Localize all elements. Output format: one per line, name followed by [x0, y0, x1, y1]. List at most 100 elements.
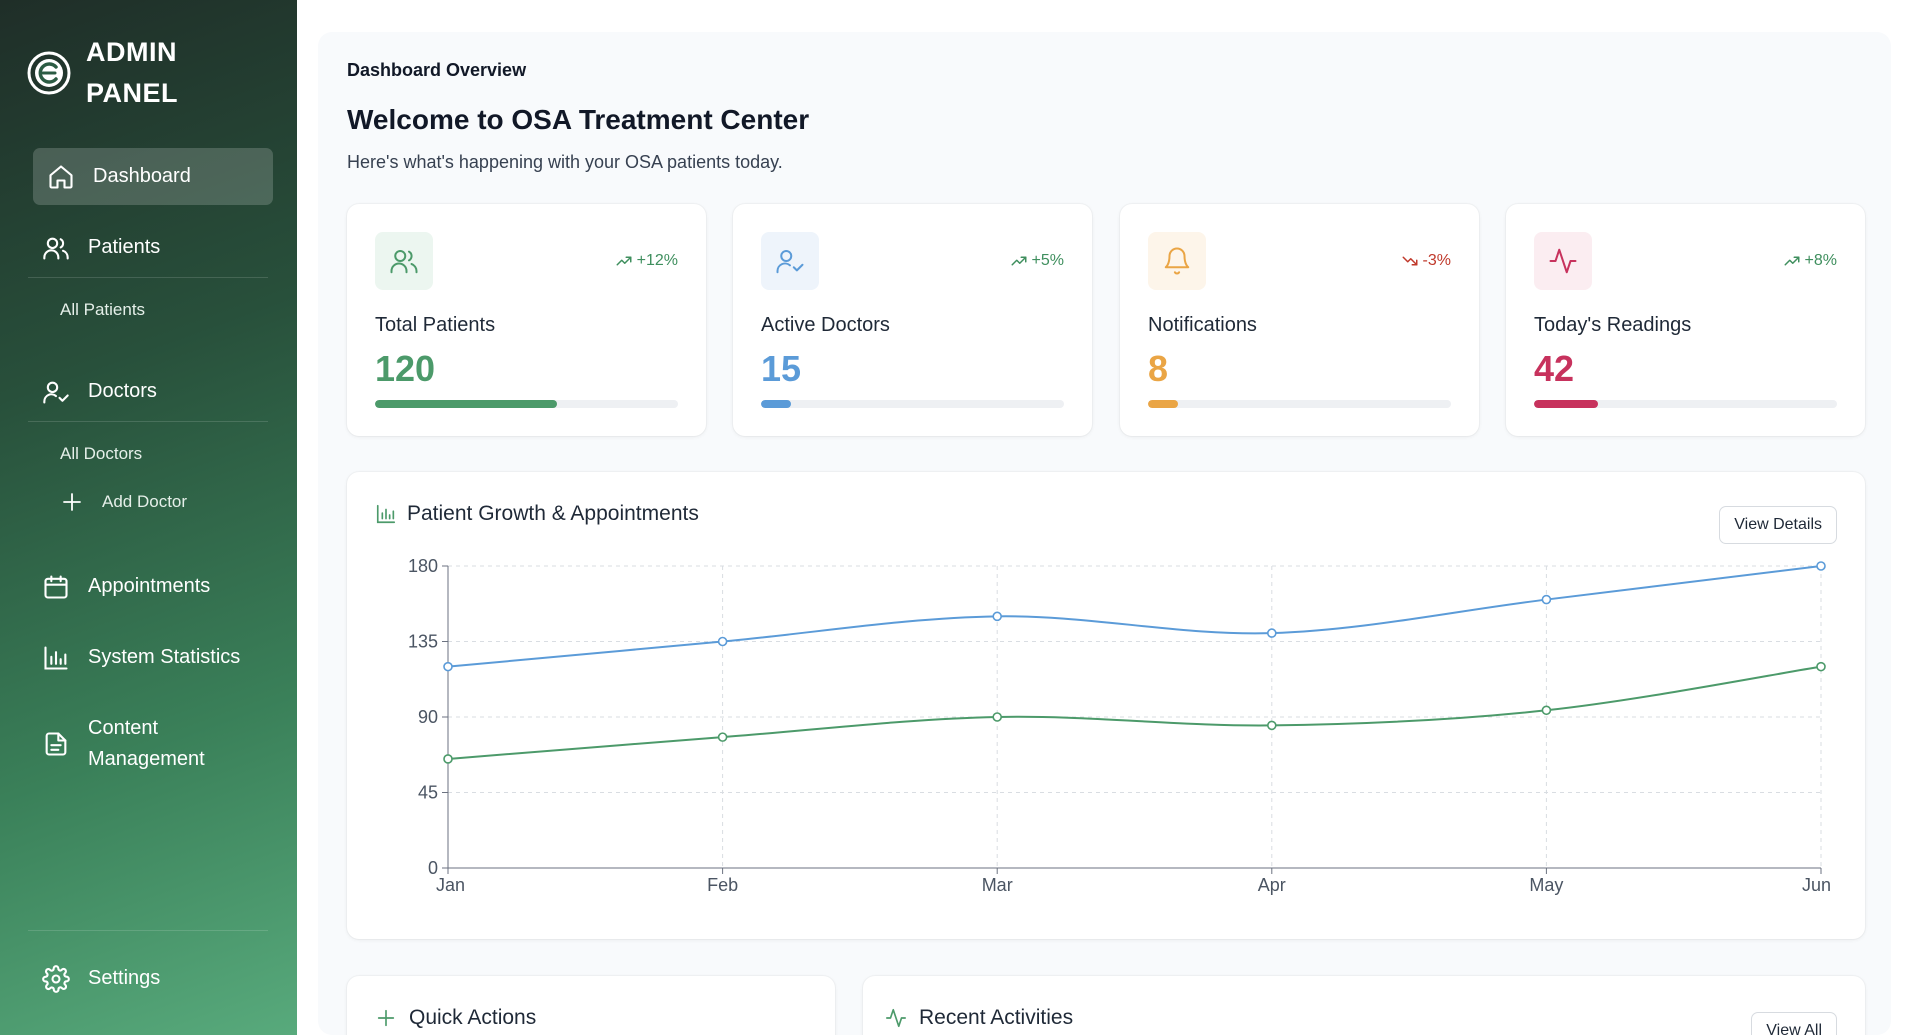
recent-activities-header: Recent Activities: [885, 1006, 1073, 1030]
data-point: [717, 636, 728, 647]
recent-activities-title: Recent Activities: [919, 1006, 1074, 1029]
divider: [28, 421, 268, 422]
card-icon-bg: [761, 232, 819, 290]
breadcrumb: Dashboard Overview: [347, 60, 527, 80]
data-point: [1541, 594, 1552, 605]
chart-title: Patient Growth & Appointments: [407, 502, 699, 525]
view-all-button[interactable]: View All: [1751, 1012, 1837, 1035]
nav-all-patients[interactable]: All Patients: [60, 300, 146, 319]
stat-card-total-patients[interactable]: +12% Total Patients 120: [347, 204, 706, 436]
page-subtitle: Here's what's happening with your OSA pa…: [347, 152, 783, 172]
trend-badge: +8%: [1783, 252, 1837, 270]
brand: ADMIN PANEL: [26, 32, 178, 114]
trend-badge: +5%: [1010, 252, 1064, 270]
data-point: [992, 712, 1003, 722]
user-check-icon: [43, 381, 69, 404]
bar-chart-icon: [44, 645, 68, 670]
data-point: [717, 732, 728, 742]
stat-card-notifications[interactable]: -3% Notifications 8: [1120, 204, 1479, 436]
nav-doctors[interactable]: Doctors: [28, 363, 268, 420]
series-line-1: [447, 565, 1822, 668]
trend-value: +12%: [636, 252, 678, 269]
activity-icon: [1549, 248, 1577, 274]
x-tick-label: Jun: [1802, 875, 1831, 895]
y-tick-label: 45: [418, 783, 438, 803]
nav-settings[interactable]: Settings: [28, 950, 268, 1007]
card-icon-bg: [1534, 232, 1592, 290]
nav-doctors-label: Doctors: [88, 380, 157, 402]
card-value: 15: [761, 348, 802, 389]
card-value: 8: [1148, 348, 1169, 389]
trending-up-icon: [616, 256, 632, 266]
brand-line-1: ADMIN: [86, 37, 177, 67]
nav-dashboard[interactable]: Dashboard: [33, 148, 273, 205]
users-icon: [43, 237, 69, 260]
nav-content-label-2: Management: [88, 748, 205, 770]
trend-badge: -3%: [1401, 252, 1451, 270]
progress-bar: [1534, 400, 1837, 408]
nav-all-doctors[interactable]: All Doctors: [60, 444, 143, 463]
nav-content-management[interactable]: Content Management: [28, 714, 268, 774]
nav-dashboard-label: Dashboard: [93, 165, 191, 187]
card-icon-bg: [375, 232, 433, 290]
nav-system-statistics-label: System Statistics: [88, 646, 241, 668]
data-point: [1541, 705, 1552, 716]
card-value: 120: [375, 348, 436, 389]
bell-icon: [1164, 247, 1190, 275]
calendar-icon: [44, 574, 68, 599]
quick-actions-header: Quick Actions: [375, 1006, 536, 1030]
y-tick-label: 90: [418, 707, 438, 727]
data-point: [443, 754, 453, 764]
brand-line-2: PANEL: [86, 78, 179, 108]
view-details-button[interactable]: View Details: [1719, 506, 1837, 544]
plus-icon: [63, 493, 81, 511]
users-icon: [390, 250, 418, 274]
quick-actions-panel: Quick Actions: [347, 976, 835, 1035]
y-tick-label: 180: [408, 556, 438, 576]
trending-up-icon: [1784, 256, 1800, 266]
stat-card-todays-readings[interactable]: +8% Today's Readings 42: [1506, 204, 1865, 436]
nav-content-label-1: Content: [88, 717, 159, 739]
x-tick-label: Feb: [707, 875, 738, 895]
data-point: [443, 661, 453, 672]
nav-add-doctor[interactable]: Add Doctor: [60, 490, 187, 514]
progress-fill: [375, 400, 557, 408]
nav-system-statistics[interactable]: System Statistics: [28, 629, 268, 686]
card-title: Today's Readings: [1534, 314, 1692, 336]
data-point: [992, 611, 1003, 622]
chart-panel: Patient Growth & Appointments View Detai…: [347, 472, 1865, 939]
nav-appointments[interactable]: Appointments: [28, 558, 268, 615]
x-tick-label: Jan: [436, 875, 465, 895]
data-point: [1816, 661, 1826, 672]
chart-header: Patient Growth & Appointments: [375, 502, 699, 526]
progress-fill: [761, 400, 792, 408]
trending-up-icon: [1011, 256, 1027, 266]
trending-down-icon: [1402, 256, 1418, 266]
progress-bar: [1148, 400, 1451, 408]
x-tick-label: Apr: [1258, 875, 1286, 895]
stat-card-active-doctors[interactable]: +5% Active Doctors 15: [733, 204, 1092, 436]
gear-icon: [42, 964, 70, 993]
card-value: 42: [1534, 348, 1575, 389]
activity-icon: [886, 1008, 906, 1028]
card-icon-bg: [1148, 232, 1206, 290]
line-chart: 0 45 90 135 180 Jan Feb Mar Apr May Jun: [408, 556, 1831, 895]
card-title: Notifications: [1148, 314, 1257, 336]
home-icon: [49, 164, 73, 189]
file-text-icon: [45, 732, 67, 756]
x-tick-label: May: [1529, 875, 1563, 895]
nav-settings-label: Settings: [88, 967, 161, 989]
trend-value: +8%: [1804, 252, 1837, 269]
trend-badge: +12%: [615, 252, 678, 270]
data-point: [1816, 561, 1826, 571]
recent-activities-panel: Recent Activities View All: [863, 976, 1865, 1035]
divider: [28, 277, 268, 278]
sidebar: ADMIN PANEL Dashboard Patients All Patie…: [0, 0, 297, 1035]
page-title: Welcome to OSA Treatment Center: [347, 104, 810, 135]
progress-fill: [1534, 400, 1598, 408]
x-tick-label: Mar: [982, 875, 1013, 895]
nav-patients-label: Patients: [88, 236, 161, 258]
data-point: [1266, 628, 1277, 638]
nav-patients[interactable]: Patients: [28, 219, 268, 276]
progress-bar: [761, 400, 1064, 408]
